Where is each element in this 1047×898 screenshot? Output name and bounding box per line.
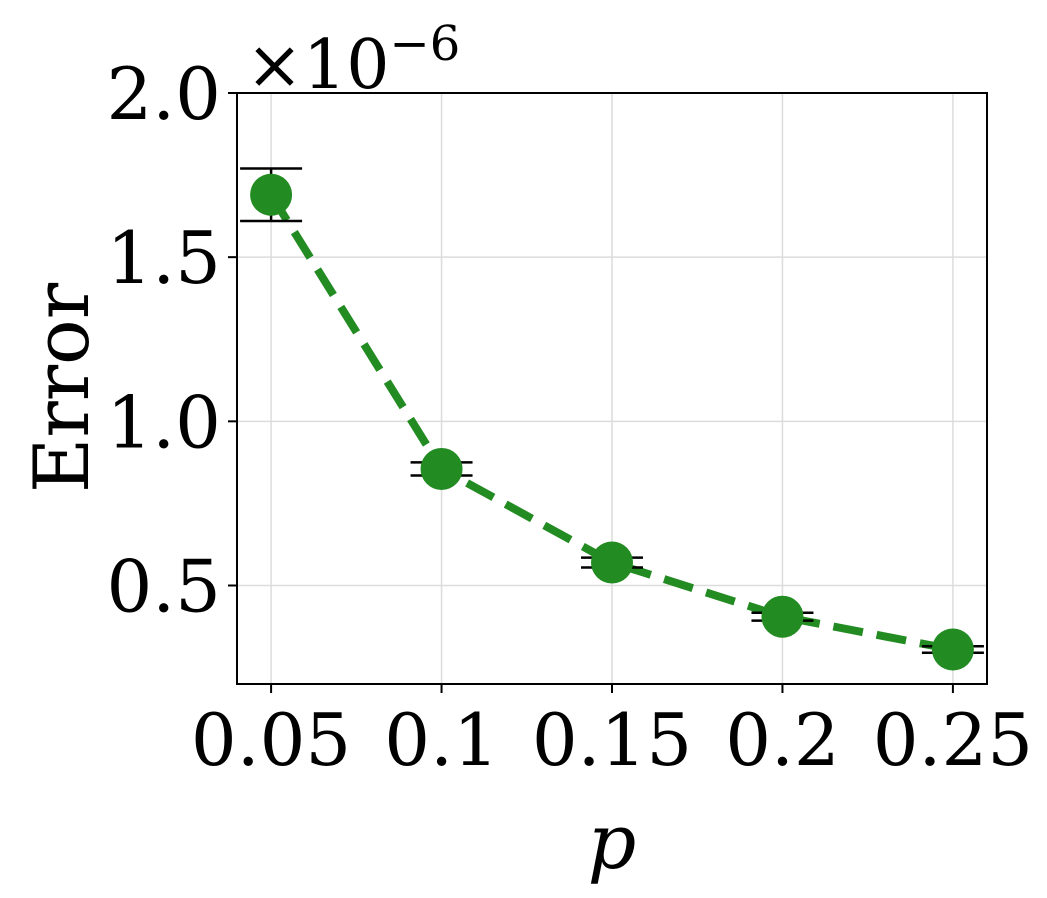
x-tick-label: 0.05 [191,698,351,782]
grid-lines [237,92,987,684]
y-tick-labels: 0.5 1.0 1.5 2.0 [106,52,221,629]
data-point [420,447,463,490]
data-point [931,628,974,671]
series-layer [240,167,984,671]
y-scale-multiplier: ×10−6 [246,16,460,105]
x-tick-label: 0.1 [384,698,499,782]
y-tick-label: 1.5 [106,216,221,300]
y-tick-label: 2.0 [106,52,221,136]
data-point [761,595,804,638]
x-tick-labels: 0.05 0.1 0.15 0.2 0.25 [191,698,1033,782]
data-point [250,173,293,216]
y-tick-label: 0.5 [106,545,221,629]
y-axis-label: Error [17,282,106,493]
x-tick-label: 0.2 [725,698,840,782]
data-point [591,541,633,584]
axis-ticks [228,92,954,693]
x-axis-label: p [588,797,637,886]
scale-base: ×10 [246,26,390,105]
x-tick-label: 0.15 [532,698,692,782]
scale-exponent: −6 [390,16,461,72]
y-tick-label: 1.0 [106,380,221,464]
x-tick-label: 0.25 [873,698,1033,782]
series-line [267,192,954,654]
